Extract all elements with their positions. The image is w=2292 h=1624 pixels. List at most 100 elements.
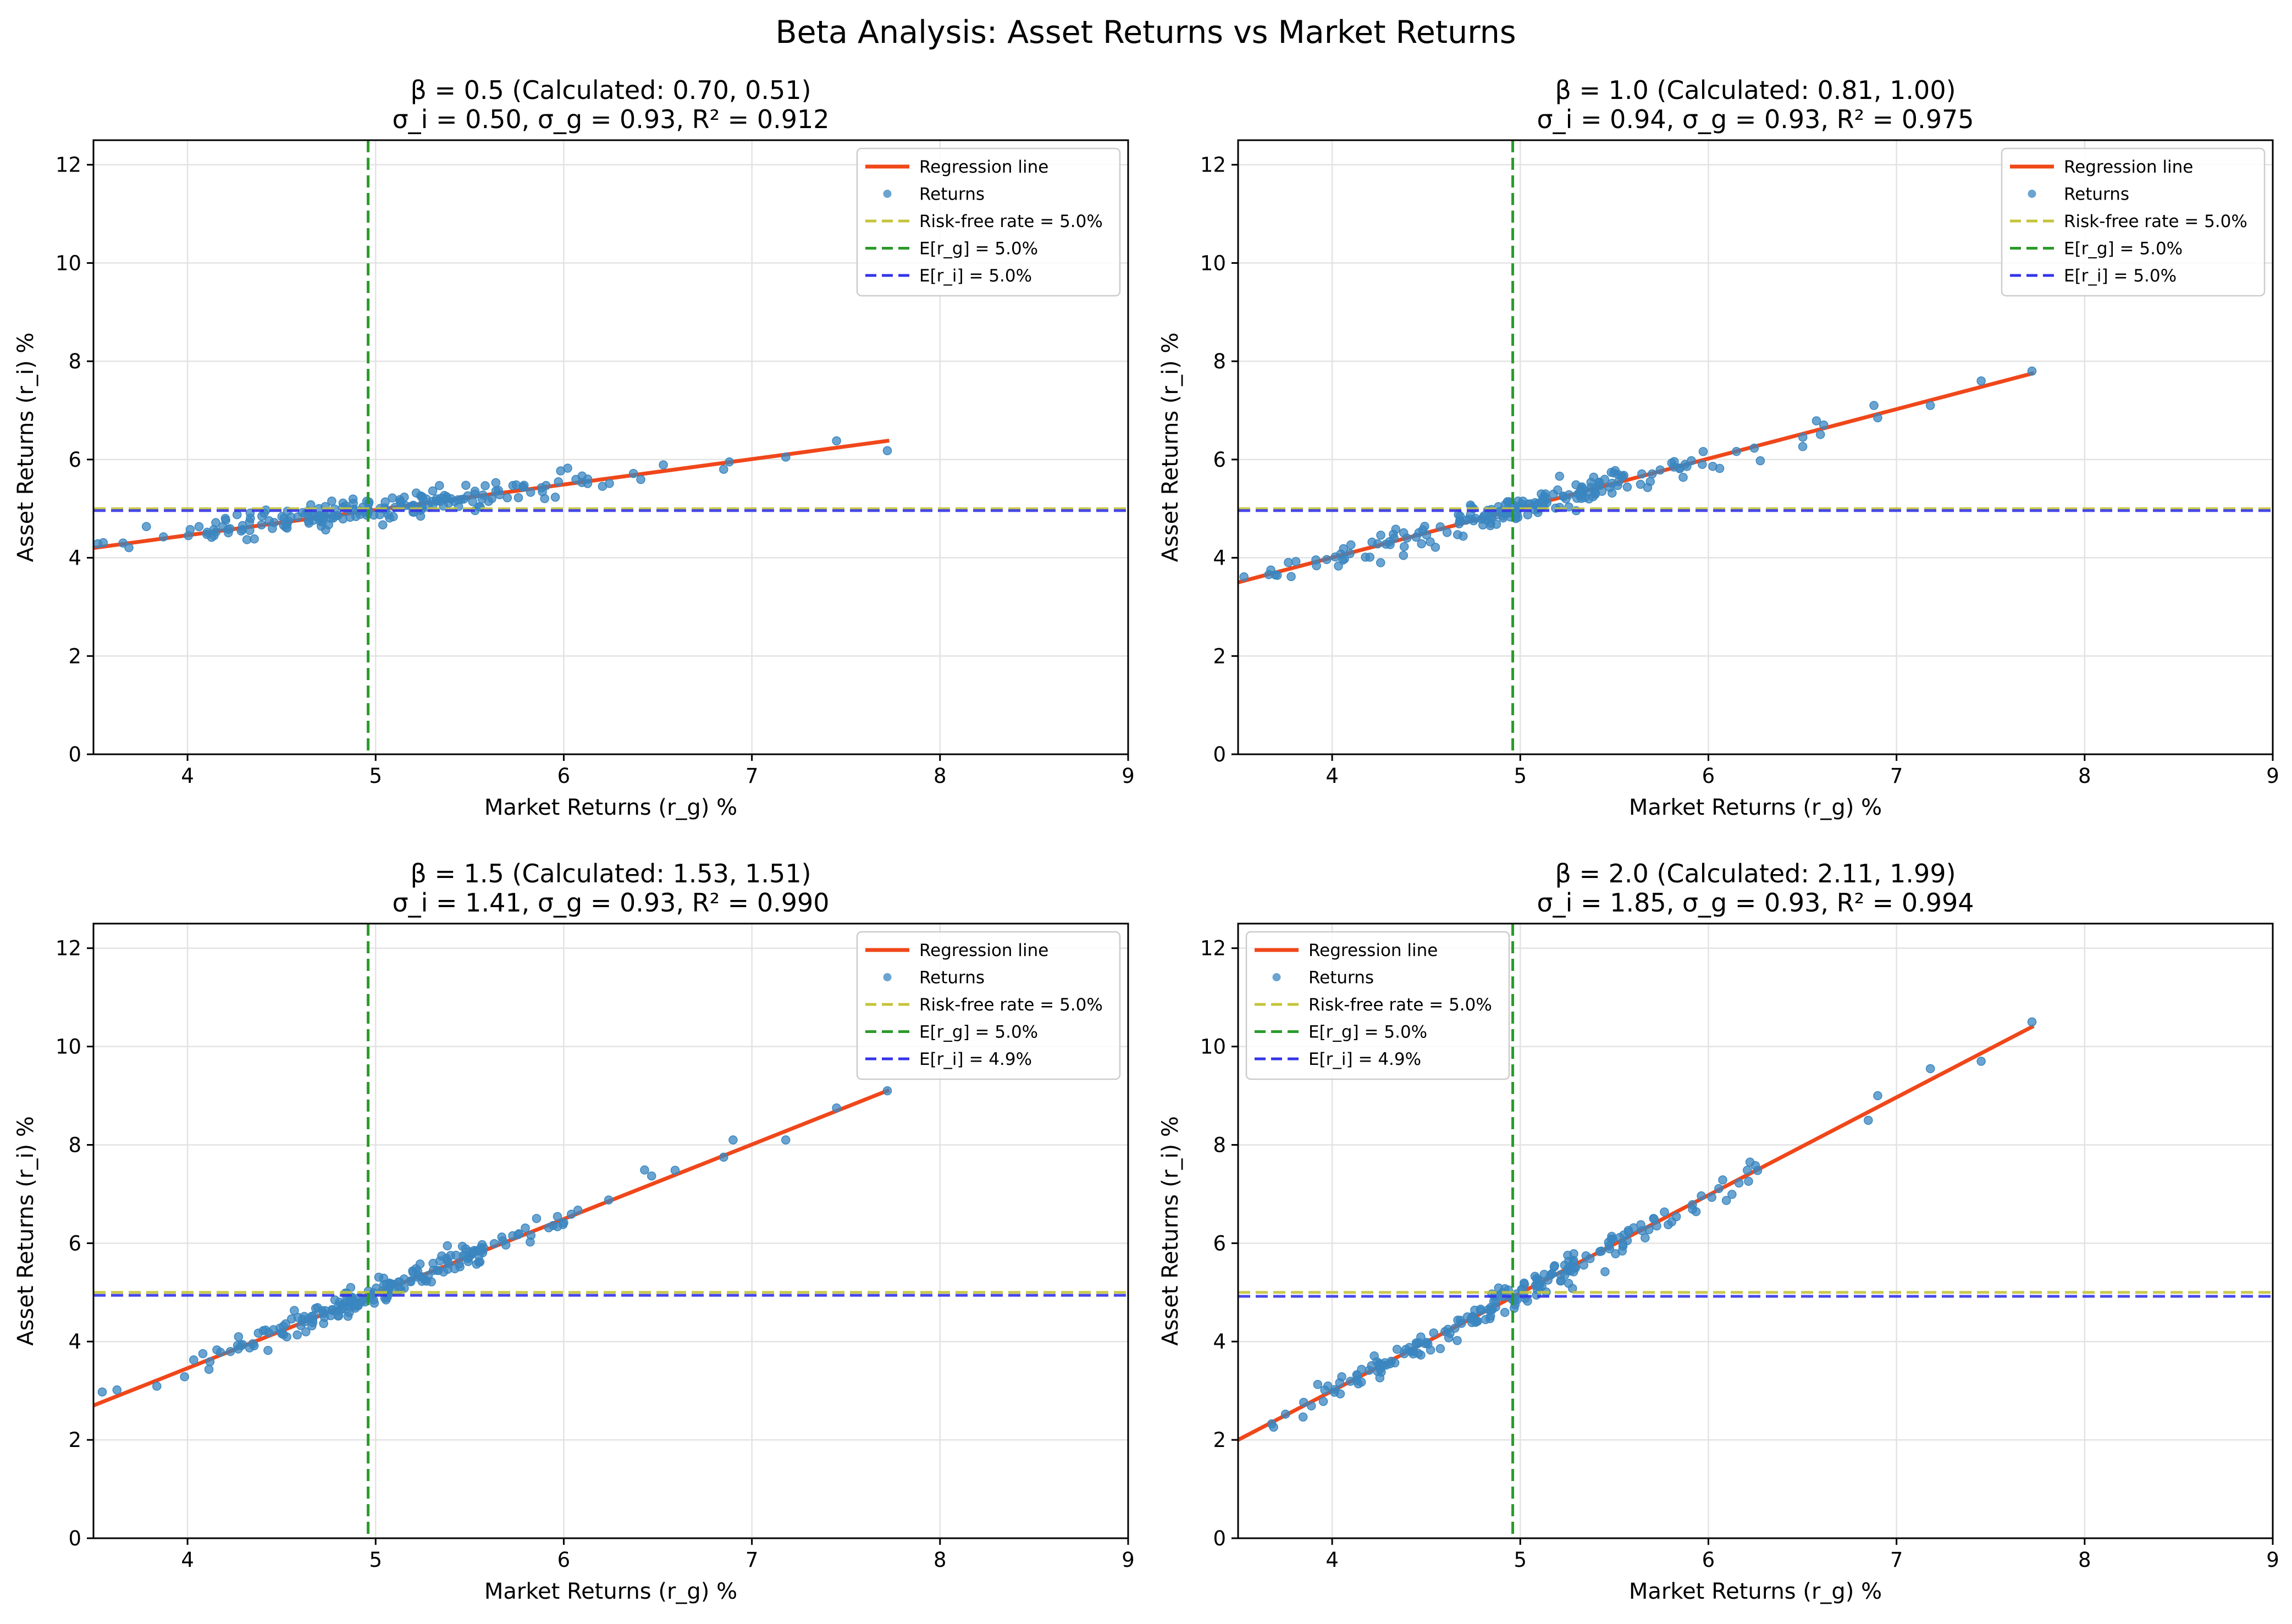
scatter-point: [558, 1220, 568, 1229]
legend-label: Risk-free rate = 5.0%: [1308, 995, 1492, 1015]
x-tick-label: 6: [557, 764, 571, 788]
scatter-point: [670, 1165, 680, 1175]
scatter-point: [781, 452, 791, 462]
legend-label: E[r_g] = 5.0%: [919, 239, 1038, 259]
scatter-point: [1925, 401, 1935, 410]
x-axis-label: Market Returns (r_g) %: [1629, 1579, 1882, 1604]
scatter-point: [1318, 1396, 1328, 1406]
scatter-point: [577, 478, 587, 487]
scatter-point: [1664, 1220, 1673, 1229]
scatter-point: [1280, 1410, 1290, 1419]
scatter-point: [118, 538, 128, 548]
scatter-point: [236, 526, 246, 536]
y-tick-label: 6: [1213, 1231, 1226, 1255]
scatter-point: [640, 1165, 649, 1175]
scatter-point: [573, 1206, 583, 1215]
scatter-point: [1405, 1343, 1414, 1352]
scatter-point: [554, 477, 563, 487]
scatter-point: [1609, 468, 1619, 478]
scatter-point: [282, 1332, 291, 1341]
scatter-point: [1675, 463, 1684, 473]
scatter-point: [443, 1241, 452, 1251]
y-tick-label: 2: [68, 1428, 81, 1452]
regression-line: [1238, 371, 2035, 584]
returns-scatter: [1239, 366, 2037, 582]
scatter-point: [327, 496, 336, 506]
x-tick-label: 8: [934, 764, 947, 788]
scatter-point: [1335, 1378, 1345, 1388]
legend-label: Regression line: [919, 157, 1048, 177]
scatter-point: [1925, 1064, 1935, 1074]
scatter-point: [321, 1306, 330, 1316]
scatter-point: [369, 510, 379, 520]
scatter-point: [1727, 1190, 1737, 1199]
legend: Regression line Returns Risk-free rate = 5…: [2001, 147, 2266, 297]
legend-label: Regression line: [2064, 157, 2193, 177]
scatter-point: [1411, 1338, 1421, 1347]
subplot-title: β = 1.0 (Calculated: 0.81, 1.00): [1555, 75, 1956, 105]
scatter-point: [1976, 1057, 1986, 1066]
scatter-point: [1560, 1270, 1570, 1280]
scatter-point: [1600, 1267, 1610, 1277]
scatter-point: [159, 532, 168, 542]
scatter-point: [268, 524, 277, 533]
legend-label: E[r_g] = 5.0%: [2064, 239, 2183, 259]
scatter-point: [1798, 433, 1808, 442]
scatter-point: [1576, 484, 1586, 494]
scatter-point: [1271, 570, 1280, 580]
scatter-point: [286, 1314, 296, 1324]
scatter-point: [1976, 376, 1986, 386]
scatter-point: [1459, 532, 1468, 541]
scatter-point: [481, 481, 490, 490]
y-tick-label: 12: [1200, 937, 1226, 960]
scatter-point: [194, 522, 204, 532]
scatter-point: [1568, 1256, 1578, 1265]
scatter-point: [1579, 1260, 1588, 1270]
figure-title: Beta Analysis: Asset Returns vs Market R…: [775, 14, 1516, 51]
scatter-point: [1559, 491, 1568, 501]
scatter-point: [253, 1328, 263, 1338]
y-tick-label: 6: [68, 1231, 81, 1255]
scatter-point: [544, 1223, 554, 1233]
scatter-point: [316, 512, 326, 522]
subplot-1: β = 0.5 (Calculated: 0.70, 0.51)σ_i = 0.…: [13, 75, 1135, 820]
scatter-point: [1488, 1305, 1497, 1314]
axes-frame: [92, 923, 1129, 1539]
legend: Regression line Returns Risk-free rate = 5…: [1245, 931, 1510, 1080]
scatter-point: [406, 1277, 416, 1286]
y-tick-label: 2: [68, 644, 81, 668]
scatter-point: [1622, 482, 1632, 492]
scatter-point: [412, 1272, 422, 1282]
scatter-point: [1378, 1361, 1388, 1371]
scatter-point: [180, 1372, 189, 1382]
legend-box: [1245, 931, 1510, 1080]
scatter-point: [1485, 1314, 1495, 1323]
scatter-point: [250, 534, 259, 544]
scatter-point: [204, 1365, 214, 1374]
scatter-point: [1389, 529, 1398, 539]
scatter-point: [257, 520, 266, 530]
legend-label: Regression line: [919, 941, 1048, 960]
scatter-point: [279, 521, 289, 530]
x-tick-label: 5: [369, 1548, 382, 1572]
y-tick-label: 4: [1213, 1330, 1226, 1354]
scatter-point: [301, 1327, 311, 1336]
y-tick-label: 12: [1200, 153, 1226, 177]
scatter-point: [1346, 1377, 1355, 1386]
scatter-point: [563, 463, 572, 473]
scatter-point: [1565, 1262, 1575, 1272]
returns-scatter: [93, 436, 892, 553]
scatter-point: [435, 480, 444, 490]
subplot-subtitle: σ_i = 0.50, σ_g = 0.93, R² = 0.912: [392, 104, 829, 134]
scatter-point: [211, 518, 220, 527]
scatter-point: [489, 1239, 499, 1249]
scatter-point: [245, 1343, 255, 1353]
scatter-point: [1745, 1157, 1755, 1167]
scatter-point: [487, 494, 496, 504]
x-tick-label: 8: [934, 1548, 947, 1572]
scatter-point: [605, 479, 614, 488]
data-layer: [93, 924, 1128, 1538]
data-layer: [93, 140, 1128, 754]
scatter-point: [566, 1209, 576, 1219]
scatter-point: [1707, 1192, 1716, 1202]
